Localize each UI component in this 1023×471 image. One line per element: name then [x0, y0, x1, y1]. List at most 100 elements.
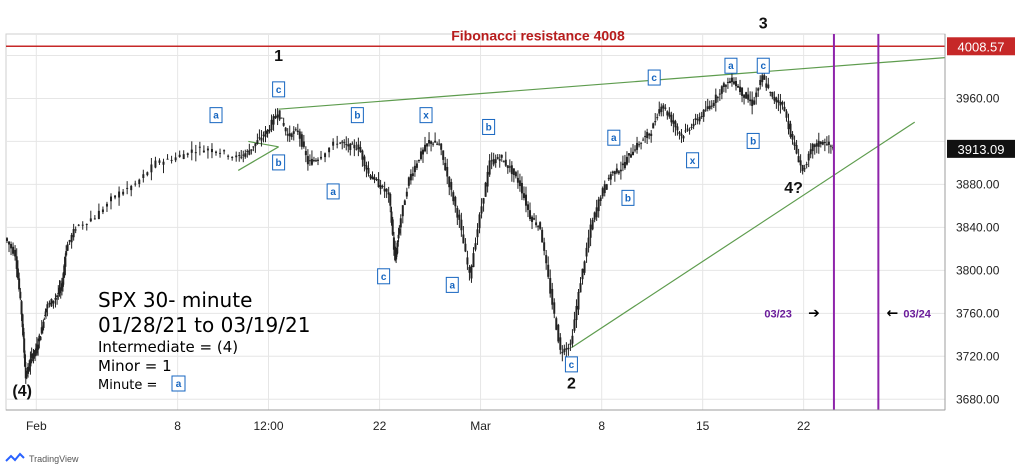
candle-body: [34, 352, 37, 354]
candle-body: [379, 184, 382, 190]
candle-body: [474, 243, 477, 250]
candle-body: [30, 353, 33, 358]
candle-body: [545, 255, 548, 264]
candle-body: [328, 147, 331, 153]
wave-label-minute: b: [276, 158, 282, 169]
candle-body: [219, 152, 222, 154]
candle-body: [383, 188, 386, 192]
tradingview-logo-icon: [5, 452, 25, 462]
candle-body: [640, 142, 643, 144]
candle-body: [397, 234, 400, 239]
candle-body: [668, 112, 671, 117]
candle-body: [278, 110, 281, 120]
candle-body: [539, 222, 542, 229]
candle-body: [743, 94, 746, 98]
candle-body: [567, 347, 570, 350]
candle-body: [235, 155, 238, 158]
candle-body: [349, 143, 352, 150]
candle-body: [535, 222, 538, 226]
wave-label-major: (4): [12, 383, 32, 400]
candle-body: [494, 159, 497, 164]
candle-body: [825, 144, 828, 146]
candle-body: [130, 185, 133, 191]
candle-body: [575, 305, 578, 321]
plot-area: [5, 33, 946, 411]
candle-body: [482, 198, 485, 204]
candle-body: [298, 131, 301, 139]
candle-body: [367, 167, 370, 174]
candle-body: [411, 173, 414, 177]
candle-body: [395, 250, 398, 255]
candle-body: [50, 299, 53, 307]
candle-body: [585, 247, 588, 257]
candle-body: [28, 366, 31, 371]
candle-body: [470, 265, 473, 279]
candle-body: [789, 123, 792, 137]
candle-body: [579, 283, 582, 293]
candle-body: [650, 133, 653, 136]
candle-body: [23, 354, 26, 367]
candle-body: [771, 92, 774, 97]
candle-body: [190, 149, 193, 153]
candle-body: [646, 132, 649, 139]
candle-body: [394, 246, 397, 261]
candle-body: [158, 160, 161, 163]
candle-body: [41, 328, 44, 330]
wave-label-box: [724, 57, 738, 74]
candle-body: [286, 134, 289, 136]
candle-body: [210, 148, 213, 153]
candle-body: [591, 219, 594, 230]
candle-body: [791, 134, 794, 140]
candle-body: [300, 134, 303, 147]
candle-body: [395, 254, 398, 260]
candle-body: [37, 344, 40, 350]
candle-body: [426, 143, 429, 147]
price-series: [6, 69, 834, 384]
candle-body: [38, 335, 41, 342]
candle-body: [72, 229, 75, 238]
candle-body: [122, 191, 125, 195]
candle-body: [807, 153, 810, 161]
candle-body: [823, 141, 826, 144]
candle-body: [282, 122, 285, 126]
candle-body: [747, 94, 750, 100]
candle-body: [377, 179, 380, 188]
candle-body: [805, 164, 808, 166]
candle-body: [14, 249, 17, 257]
candle-body: [462, 234, 465, 244]
candle-body: [29, 358, 32, 367]
wave-label-box: [607, 129, 621, 146]
candle-body: [583, 261, 586, 273]
candle-body: [773, 96, 776, 101]
candle-body: [464, 243, 467, 252]
candle-body: [93, 218, 96, 220]
candle-body: [732, 81, 735, 84]
candle-body: [182, 154, 185, 160]
candle-body: [357, 144, 360, 150]
x-tick-label: 8: [598, 419, 605, 433]
candle-body: [170, 159, 173, 161]
wave-label-box: [647, 69, 661, 86]
candle-body: [714, 94, 717, 104]
candle-body: [476, 229, 479, 238]
candle-body: [215, 151, 218, 153]
candle-body: [749, 99, 752, 102]
candle-body: [712, 102, 715, 107]
candle-body: [660, 106, 663, 112]
candle-body: [351, 143, 354, 145]
candle-body: [43, 318, 46, 320]
candle-body: [518, 180, 521, 187]
candle-body: [126, 187, 129, 189]
candle-body: [142, 174, 145, 179]
candle-body: [361, 150, 364, 160]
candle-body: [166, 158, 169, 160]
candle-body: [432, 143, 435, 145]
candle-body: [452, 192, 455, 202]
candle-body: [324, 153, 327, 158]
candle-body: [110, 196, 113, 202]
candle-body: [10, 243, 13, 249]
candle-body: [636, 142, 639, 150]
candle-body: [759, 79, 762, 86]
candle-body: [262, 134, 265, 136]
wave-label-minute: b: [750, 136, 756, 147]
